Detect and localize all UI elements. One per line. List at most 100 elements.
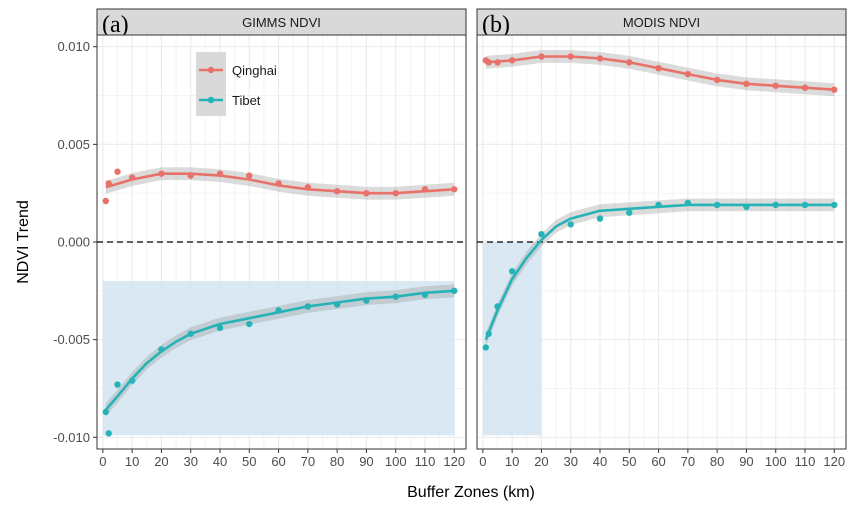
panel-a-tibet-point xyxy=(187,330,194,337)
panel-a-highlight-rect xyxy=(102,281,455,436)
panel-a-x-tick-label: 120 xyxy=(443,454,465,469)
panel-b-qinghai-point xyxy=(801,84,809,91)
panel-a-highlight-region xyxy=(102,281,455,436)
panel-b-x-tick-label: 30 xyxy=(563,454,577,469)
legend-label-tibet: Tibet xyxy=(232,93,261,108)
panel-a-qinghai-point xyxy=(246,172,253,179)
panel-a-tibet-fit-line xyxy=(104,289,455,411)
panel-b-x-tick-label: 40 xyxy=(593,454,607,469)
panel-b-x-tick-label: 60 xyxy=(651,454,665,469)
panel-a-x-tick-label: 20 xyxy=(154,454,168,469)
panel-a-qinghai-point xyxy=(451,186,458,193)
panel-b-x-tick-label: 0 xyxy=(479,454,486,469)
panel-b-qinghai-point xyxy=(494,59,501,66)
panel-a-x-tick-label: 90 xyxy=(359,454,373,469)
panel-b-x-tick-label: 20 xyxy=(534,454,548,469)
panel-b-tibet-point xyxy=(684,199,692,207)
panel-b-x-tick-label: 50 xyxy=(622,454,636,469)
panel-a-qinghai-point xyxy=(128,174,136,181)
panel-a-qinghai-point xyxy=(187,172,194,179)
panel-a-x-tick-label: 10 xyxy=(125,454,139,469)
panel-b-qinghai-point xyxy=(626,59,633,66)
panel-b-qinghai-point xyxy=(684,70,692,78)
panel-gimms: (a) GIMMS NDVI 0 10 20 30 40 50 60 70 80 90 100 110… xyxy=(53,8,467,469)
panel-a-qinghai-point xyxy=(275,180,282,187)
panel-a-strip xyxy=(96,8,467,36)
panel-b-x-tick-label: 120 xyxy=(823,454,845,469)
panel-b-border xyxy=(476,34,847,450)
panel-a-qinghai-point xyxy=(304,184,312,191)
panel-a-tibet-point xyxy=(246,320,253,328)
panel-a-x-tick-label: 110 xyxy=(415,454,436,469)
panel-b-tibet-point xyxy=(596,215,604,222)
panel-b-tibet-point xyxy=(772,201,779,209)
panel-a-y-tick-label: 0.000 xyxy=(57,235,90,250)
panel-b-x-tick-label: 70 xyxy=(681,454,695,469)
panel-a-qinghai-point xyxy=(114,168,121,175)
panel-b-tibet-point xyxy=(485,330,492,337)
panel-b-title: MODIS NDVI xyxy=(623,15,700,30)
panel-b-tibet-point xyxy=(567,221,574,228)
panel-a-y-tick-label: 0.010 xyxy=(57,39,90,54)
panel-a-tibet-point xyxy=(304,303,312,310)
panel-a-y-tick-label: -0.005 xyxy=(53,332,90,347)
panel-a-qinghai-point xyxy=(392,189,399,197)
panel-b-tibet-point xyxy=(494,303,501,310)
panel-a-tibet-point xyxy=(392,293,399,300)
panel-modis: (b) MODIS NDVI 0 10 20 30 40 50 60 70 80 90 100 110… xyxy=(476,8,847,469)
panel-b-qinghai-point xyxy=(508,57,516,64)
panel-a-tibet-point xyxy=(333,301,341,308)
y-axis-title: NDVI Trend xyxy=(15,200,32,284)
panel-b-qinghai-point xyxy=(655,64,662,72)
legend-key-tibet-marker xyxy=(207,96,215,104)
panel-b-tibet-point xyxy=(743,203,750,211)
panel-a-qinghai-point xyxy=(102,197,109,205)
panel-b-qinghai-point xyxy=(831,86,838,93)
panel-a-qinghai-point xyxy=(333,188,341,195)
legend-key-background xyxy=(196,52,226,116)
panel-b-tibet-fit-line xyxy=(484,203,835,341)
panel-b-qinghai-point xyxy=(713,76,721,84)
panel-a-y-tick-label: -0.010 xyxy=(53,430,90,445)
panel-a-tibet-point xyxy=(158,346,165,353)
panel-b-qinghai-point xyxy=(485,59,492,66)
panel-b-x-tick-label: 90 xyxy=(739,454,753,469)
panel-a-qinghai-point xyxy=(158,170,165,177)
panel-a-tibet-point xyxy=(105,430,112,437)
panel-b-x-tick-label: 80 xyxy=(710,454,724,469)
panel-b-tibet-point xyxy=(508,268,516,275)
panel-a-qinghai-point xyxy=(216,170,224,177)
legend-key-qinghai-marker xyxy=(207,66,215,74)
panel-a-qinghai-point xyxy=(105,180,112,187)
panel-b-tibet-point xyxy=(713,201,721,209)
panel-b-tibet-point xyxy=(831,201,838,209)
panel-b-points xyxy=(482,53,838,351)
panel-a-tibet-point xyxy=(114,381,121,388)
panel-a-points xyxy=(102,168,458,437)
panel-a-y-ticks: -0.010 -0.005 0.000 0.005 0.010 xyxy=(53,39,97,445)
panel-a-x-ticks: 0 10 20 30 40 50 60 70 80 90 100 110 120 xyxy=(99,449,465,469)
panel-a-tibet-point xyxy=(421,291,429,298)
panel-b-x-tick-label: 110 xyxy=(795,454,816,469)
panel-a-tibet-point xyxy=(451,287,458,295)
panel-a-tibet-point xyxy=(275,307,282,314)
panel-b-tibet-point xyxy=(538,230,545,238)
panel-a-title: GIMMS NDVI xyxy=(242,15,321,30)
panel-a-qinghai-point xyxy=(421,186,429,193)
panel-b-qinghai-point xyxy=(567,53,574,60)
panel-a-tibet-point xyxy=(102,408,109,416)
panel-b-x-tick-label: 10 xyxy=(505,454,519,469)
panel-b-x-tick-label: 100 xyxy=(765,454,787,469)
panel-a-qinghai-point xyxy=(363,189,370,197)
legend-label-qinghai: Qinghai xyxy=(232,63,277,78)
panel-a-letter: (a) xyxy=(102,12,129,38)
panel-a-x-tick-label: 0 xyxy=(99,454,106,469)
panel-b-strip xyxy=(476,8,847,36)
panel-b-letter: (b) xyxy=(482,12,510,38)
panel-a-border xyxy=(96,34,467,450)
panel-b-qinghai-point xyxy=(743,80,750,88)
panel-a-x-tick-label: 40 xyxy=(213,454,227,469)
panel-a-x-tick-label: 80 xyxy=(330,454,344,469)
panel-a-tibet-point xyxy=(216,324,224,332)
